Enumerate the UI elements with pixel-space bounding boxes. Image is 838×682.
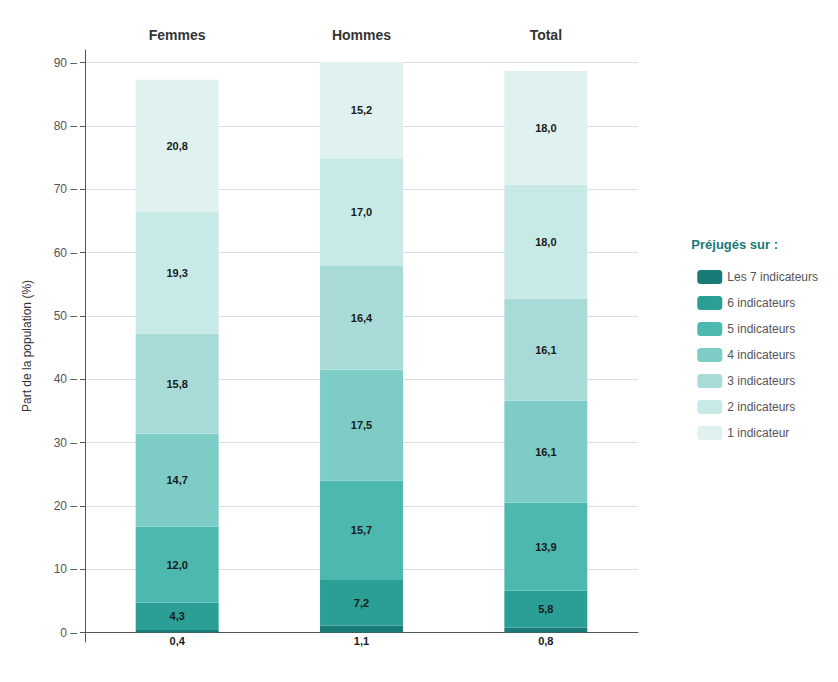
svg-text:1,1: 1,1 — [354, 635, 369, 647]
svg-text:15,7: 15,7 — [351, 524, 372, 536]
svg-text:15,2: 15,2 — [351, 104, 372, 116]
svg-text:60 –: 60 – — [54, 246, 78, 260]
svg-text:17,5: 17,5 — [351, 419, 372, 431]
svg-text:0 –: 0 – — [60, 626, 77, 640]
svg-text:16,4: 16,4 — [351, 312, 373, 324]
svg-text:13,9: 13,9 — [535, 541, 556, 553]
svg-text:0,8: 0,8 — [538, 635, 553, 647]
svg-text:Total: Total — [530, 27, 562, 43]
svg-text:70 –: 70 – — [54, 182, 78, 196]
svg-text:80 –: 80 – — [54, 119, 78, 133]
svg-text:19,3: 19,3 — [166, 267, 187, 279]
svg-text:17,0: 17,0 — [351, 206, 372, 218]
svg-text:2 indicateurs: 2 indicateurs — [727, 400, 795, 414]
svg-text:40 –: 40 – — [54, 372, 78, 386]
svg-text:Préjugés sur :: Préjugés sur : — [691, 237, 778, 252]
svg-text:50 –: 50 – — [54, 309, 78, 323]
svg-text:16,1: 16,1 — [535, 446, 556, 458]
svg-text:14,7: 14,7 — [166, 474, 187, 486]
svg-text:20,8: 20,8 — [166, 140, 187, 152]
svg-text:15,8: 15,8 — [166, 378, 187, 390]
svg-text:4 indicateurs: 4 indicateurs — [727, 348, 795, 362]
svg-text:7,2: 7,2 — [354, 597, 369, 609]
svg-text:5 indicateurs: 5 indicateurs — [727, 322, 795, 336]
svg-text:0,4: 0,4 — [170, 635, 186, 647]
svg-text:18,0: 18,0 — [535, 122, 556, 134]
svg-text:6 indicateurs: 6 indicateurs — [727, 296, 795, 310]
svg-text:Part de la population (%): Part de la population (%) — [20, 280, 34, 412]
svg-text:4,3: 4,3 — [170, 610, 185, 622]
svg-text:10 –: 10 – — [54, 562, 78, 576]
svg-text:30 –: 30 – — [54, 436, 78, 450]
svg-text:90 –: 90 – — [54, 56, 78, 70]
svg-text:12,0: 12,0 — [166, 559, 187, 571]
svg-text:18,0: 18,0 — [535, 236, 556, 248]
svg-text:Hommes: Hommes — [332, 27, 391, 43]
svg-text:Les 7 indicateurs: Les 7 indicateurs — [727, 270, 818, 284]
svg-text:3 indicateurs: 3 indicateurs — [727, 374, 795, 388]
svg-text:Femmes: Femmes — [149, 27, 206, 43]
svg-text:20 –: 20 – — [54, 499, 78, 513]
svg-text:16,1: 16,1 — [535, 344, 556, 356]
svg-text:5,8: 5,8 — [538, 603, 553, 615]
svg-text:1 indicateur: 1 indicateur — [727, 426, 789, 440]
